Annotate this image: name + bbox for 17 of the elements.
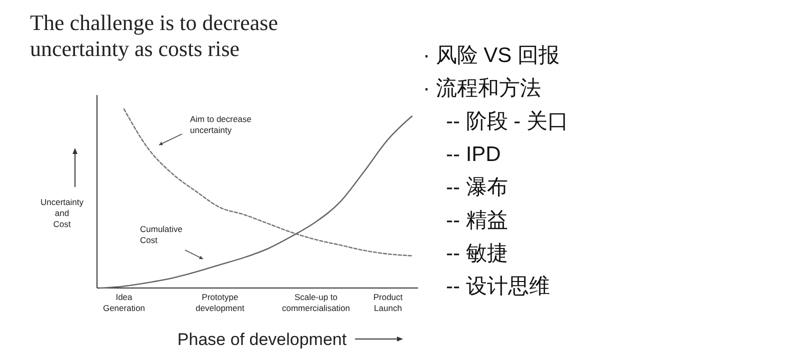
chart-title: The challenge is to decrease uncertainty as costs rise (30, 10, 278, 61)
text: -- 阶段 - 关口 (446, 110, 568, 133)
y-axis-title: Uncertainty and Cost (40, 197, 84, 229)
x-tick-label: Product Launch (373, 292, 404, 313)
text: -- IPD (446, 143, 501, 166)
text: -- 设计思维 (446, 275, 550, 298)
x-axis-title: Phase of development (177, 330, 347, 349)
x-tick-label: Idea Generation (102, 292, 146, 313)
text: -- 敏捷 (446, 242, 508, 265)
annotation: Cumulative Cost (140, 224, 183, 245)
annotation: Aim to decrease uncertainty (190, 114, 252, 135)
text: -- 瀑布 (446, 176, 508, 199)
text: · 流程和方法 (423, 77, 541, 100)
x-tick-label: Scale-up to commercialisation (282, 292, 350, 313)
text: -- 精益 (446, 209, 508, 232)
text: · 风险 VS 回报 (423, 44, 560, 67)
x-tick-label: Prototype development (196, 292, 245, 313)
